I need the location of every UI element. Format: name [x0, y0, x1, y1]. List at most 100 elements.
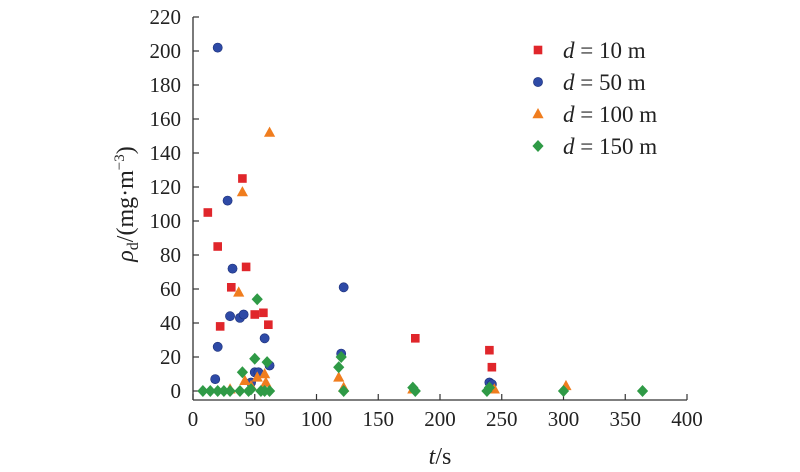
data-point-square [238, 174, 247, 183]
data-point-triangle [333, 371, 345, 382]
data-point-triangle [259, 368, 271, 379]
x-tick-label: 100 [301, 407, 333, 431]
data-point-circle [259, 333, 270, 344]
data-point-square [203, 208, 213, 217]
y-axis-title-sup: −3 [112, 154, 128, 170]
axes: 0 20 40 60 80 100 120 140 160 180 200 220 0 50 100 150 2… [112, 5, 703, 470]
legend-label-var: d [563, 38, 575, 63]
y-tick-label: 160 [150, 107, 182, 131]
series-triangle [224, 126, 572, 394]
legend-label: d = 150 m [563, 134, 657, 159]
data-point-square [250, 310, 260, 319]
data-point-square [411, 334, 420, 343]
data-point-square [241, 262, 251, 272]
data-point-triangle [260, 376, 272, 387]
data-point-square [215, 322, 225, 331]
y-axis-title-unit: /(mg·m [113, 170, 139, 242]
legend-marker-square [533, 45, 543, 55]
legend-label: d = 10 m [563, 38, 646, 63]
y-tick-label: 40 [160, 311, 181, 335]
legend-label: d = 50 m [563, 70, 646, 95]
legend-label-var: d [563, 102, 575, 127]
legend: d = 10 md = 50 md = 100 md = 150 m [532, 38, 657, 159]
data-point-square [487, 362, 497, 372]
data-point-diamond [251, 293, 263, 306]
data-point-square [213, 242, 222, 251]
legend-item: d = 150 m [532, 134, 657, 159]
y-axis-title-var: ρ [113, 250, 139, 263]
data-point-square [259, 308, 268, 318]
data-point-diamond [407, 381, 419, 394]
data-point-diamond [249, 352, 261, 365]
data-points [197, 42, 649, 397]
y-axis-title-sub: d [125, 242, 142, 250]
x-axis-title: t/s [429, 444, 452, 470]
data-point-diamond [261, 356, 273, 369]
x-tick-label: 150 [363, 407, 395, 431]
data-point-circle [227, 263, 238, 274]
legend-label-value: = 10 m [575, 38, 646, 63]
y-tick-label: 100 [150, 209, 182, 233]
data-point-diamond [338, 385, 350, 397]
data-point-diamond [483, 381, 495, 394]
x-tick-label: 300 [548, 407, 580, 431]
x-tick-label: 200 [424, 407, 456, 431]
data-point-diamond [212, 385, 224, 397]
y-tick-label: 220 [150, 5, 182, 29]
y-tick-label: 200 [150, 39, 182, 63]
data-point-circle [338, 282, 349, 293]
y-axis-title: ρd/(mg·m−3) [112, 146, 142, 263]
x-axis-title-var: t [429, 444, 437, 470]
data-point-diamond [263, 385, 276, 397]
legend-label-value: = 50 m [575, 70, 646, 95]
x-tick-label: 350 [610, 407, 642, 431]
legend-marker-triangle [532, 108, 544, 119]
legend-label: d = 100 m [563, 102, 657, 127]
data-point-diamond [218, 385, 230, 397]
x-tick-label: 250 [486, 407, 518, 431]
data-point-diamond [245, 383, 257, 396]
legend-item: d = 100 m [532, 102, 657, 127]
legend-item: d = 50 m [533, 70, 646, 95]
y-tick-label: 140 [150, 141, 182, 165]
data-point-diamond [236, 366, 248, 379]
legend-marker-diamond [532, 140, 544, 152]
y-tick-label: 80 [160, 243, 181, 267]
y-tick-label: 0 [171, 379, 182, 403]
x-tick-label: 400 [671, 407, 703, 431]
data-point-triangle [263, 126, 276, 137]
data-point-diamond [204, 385, 216, 397]
data-point-triangle [236, 186, 248, 197]
y-tick-label: 120 [150, 175, 182, 199]
y-axis-title-close: ) [113, 146, 139, 154]
data-point-diamond [333, 361, 345, 374]
data-point-triangle [239, 374, 251, 385]
legend-label-value: = 100 m [575, 102, 658, 127]
legend-item: d = 10 m [533, 38, 646, 63]
data-point-circle [212, 42, 223, 53]
data-point-diamond [224, 385, 236, 397]
data-point-diamond [197, 385, 209, 397]
x-tick-label: 50 [244, 407, 265, 431]
y-tick-label: 20 [160, 345, 181, 369]
data-point-circle [222, 195, 233, 206]
data-point-circle [225, 311, 235, 322]
data-point-diamond [557, 385, 570, 397]
y-tick-label: 60 [160, 277, 181, 301]
series-circle [210, 42, 497, 390]
data-point-square [264, 320, 273, 329]
data-point-square [485, 345, 494, 355]
data-point-diamond [409, 385, 421, 397]
y-tick-label: 180 [150, 73, 182, 97]
legend-label-var: d [563, 70, 575, 95]
series-square [203, 174, 497, 372]
series-diamond [197, 293, 649, 397]
data-point-diamond [234, 385, 246, 397]
legend-label-var: d [563, 134, 575, 159]
data-point-square [226, 283, 236, 292]
data-point-circle [210, 374, 221, 384]
data-point-circle [238, 309, 249, 320]
data-point-diamond [636, 385, 649, 397]
data-point-triangle [251, 371, 263, 382]
